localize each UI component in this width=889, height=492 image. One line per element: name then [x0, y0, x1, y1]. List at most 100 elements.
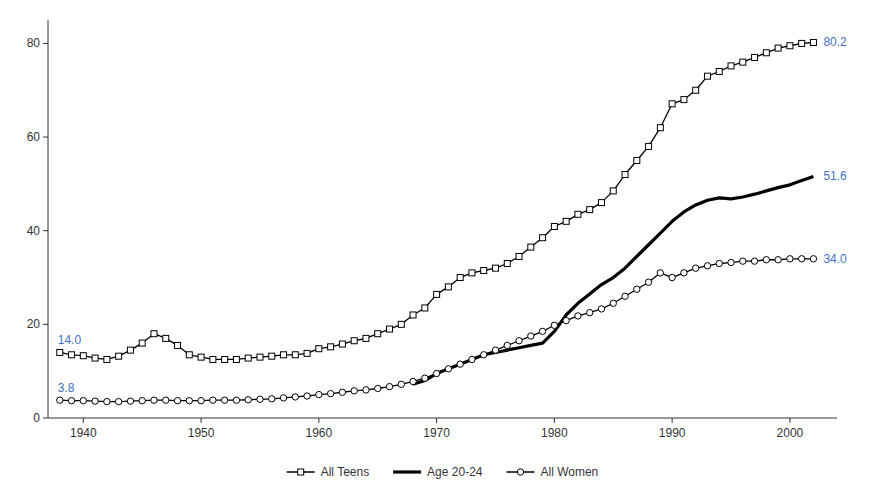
square-marker: [139, 340, 145, 346]
chart: 194019501960197019801990200002040608080.…: [0, 0, 889, 492]
square-marker: [363, 335, 369, 341]
x-tick: [318, 418, 319, 423]
x-tick-label: 2000: [777, 426, 804, 440]
circle-marker: [516, 338, 522, 344]
y-tick-label: 40: [27, 224, 41, 238]
annotation: 34.0: [823, 252, 847, 266]
circle-marker: [528, 333, 534, 339]
square-marker: [810, 39, 816, 45]
square-marker: [387, 326, 393, 332]
series: [413, 176, 813, 384]
x-tick: [789, 418, 790, 423]
x-axis-line: [48, 418, 837, 419]
square-marker: [551, 223, 557, 229]
square-marker: [598, 200, 604, 206]
circle-marker: [575, 313, 581, 319]
circle-marker: [622, 293, 628, 299]
circle-marker: [386, 383, 392, 389]
square-marker: [304, 350, 310, 356]
square-marker: [657, 125, 663, 131]
circle-marker: [728, 259, 734, 265]
y-tick-label: 80: [27, 36, 41, 50]
circle-marker: [104, 398, 110, 404]
circle-marker: [657, 270, 663, 276]
circle-marker: [798, 256, 804, 262]
annotation: 51.6: [823, 169, 847, 183]
x-tick-label: 1980: [541, 426, 568, 440]
circle-marker: [198, 397, 204, 403]
square-marker: [634, 157, 640, 163]
x-tick: [436, 418, 437, 423]
circle-marker: [233, 397, 239, 403]
square-marker: [69, 352, 75, 358]
circle-marker: [375, 385, 381, 391]
square-marker: [469, 270, 475, 276]
square-marker: [398, 321, 404, 327]
square-marker: [151, 331, 157, 337]
square-marker: [704, 73, 710, 79]
square-marker: [410, 312, 416, 318]
square-marker: [222, 356, 228, 362]
circle-marker: [692, 265, 698, 271]
circle-marker: [445, 366, 451, 372]
square-marker: [669, 101, 675, 107]
square-marker: [622, 172, 628, 178]
circle-marker: [245, 397, 251, 403]
legend-marker: [517, 469, 523, 475]
circle-marker: [269, 396, 275, 402]
circle-marker: [669, 274, 675, 280]
circle-marker: [645, 279, 651, 285]
square-marker: [740, 59, 746, 65]
circle-marker: [551, 322, 557, 328]
circle-marker: [598, 306, 604, 312]
circle-marker: [716, 260, 722, 266]
x-tick-label: 1950: [188, 426, 215, 440]
axes: 1940195019601970198019902000020406080: [27, 20, 837, 440]
circle-marker: [810, 256, 816, 262]
circle-marker: [186, 397, 192, 403]
y-tick-label: 0: [33, 411, 40, 425]
circle-marker: [174, 397, 180, 403]
square-marker: [445, 284, 451, 290]
square-marker: [163, 335, 169, 341]
square-marker: [269, 353, 275, 359]
circle-marker: [504, 342, 510, 348]
annotation: 80.2: [823, 35, 847, 49]
circle-marker: [68, 397, 74, 403]
x-tick-label: 1960: [305, 426, 332, 440]
circle-marker: [681, 270, 687, 276]
annotation: 3.8: [58, 381, 75, 395]
square-marker: [186, 352, 192, 358]
legend-label: All Teens: [321, 465, 369, 479]
circle-marker: [587, 309, 593, 315]
circle-marker: [563, 317, 569, 323]
square-marker: [245, 355, 251, 361]
circle-marker: [292, 394, 298, 400]
square-marker: [763, 50, 769, 56]
y-tick: [43, 230, 48, 231]
circle-marker: [327, 390, 333, 396]
circle-marker: [351, 388, 357, 394]
square-marker: [127, 347, 133, 353]
square-marker: [210, 356, 216, 362]
y-tick: [43, 324, 48, 325]
circle-marker: [57, 397, 63, 403]
circle-marker: [433, 370, 439, 376]
circle-marker: [469, 356, 475, 362]
circle-marker: [539, 328, 545, 334]
square-marker: [587, 207, 593, 213]
circle-marker: [410, 378, 416, 384]
circle-marker: [139, 397, 145, 403]
x-tick: [83, 418, 84, 423]
square-marker: [292, 352, 298, 358]
square-marker: [351, 338, 357, 344]
square-marker: [787, 43, 793, 49]
circle-marker: [80, 397, 86, 403]
square-marker: [728, 63, 734, 69]
circle-marker: [704, 263, 710, 269]
legend-swatch: [393, 470, 421, 473]
circle-marker: [610, 300, 616, 306]
x-tick: [201, 418, 202, 423]
square-marker: [752, 54, 758, 60]
circle-marker: [115, 398, 121, 404]
